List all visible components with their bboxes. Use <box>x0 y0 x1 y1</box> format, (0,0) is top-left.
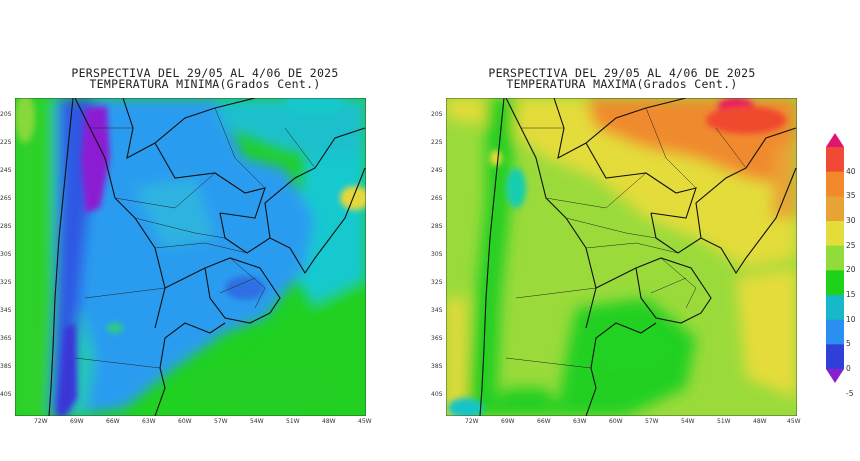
max-lat-label: 36S <box>431 335 443 342</box>
colorbar-graphic <box>826 133 844 383</box>
max-temp-title: PERSPECTIVA DEL 29/05 AL 4/06 DE 2025 TE… <box>446 66 798 91</box>
colorbar-segment <box>826 319 844 345</box>
max-lon-label: 57W <box>645 418 659 425</box>
min-lat-label: 34S <box>0 307 12 314</box>
max-lat-label: 20S <box>431 111 443 118</box>
colorbar-label: 10 <box>846 314 856 324</box>
colorbar-label: 0 <box>846 364 851 373</box>
min-lat-label: 28S <box>0 223 12 230</box>
max-lon-label: 69W <box>501 418 515 425</box>
colorbar-segment <box>826 196 844 222</box>
min-temp-title: PERSPECTIVA DEL 29/05 AL 4/06 DE 2025 TE… <box>15 66 395 91</box>
min-temp-title-line1: PERSPECTIVA DEL 29/05 AL 4/06 DE 2025 <box>71 66 339 80</box>
min-lon-label: 54W <box>250 418 264 425</box>
max-lon-label: 72W <box>465 418 479 425</box>
min-lon-label: 51W <box>286 418 300 425</box>
colorbar-label: 35 <box>846 191 856 201</box>
max-lat-label: 24S <box>431 167 443 174</box>
min-lon-label: 69W <box>70 418 84 425</box>
max-lat-label: 38S <box>431 363 443 370</box>
min-lon-label: 57W <box>214 418 228 425</box>
colorbar-label: 20 <box>846 265 856 275</box>
min-lon-label: 66W <box>106 418 120 425</box>
colorbar-segment <box>826 344 844 370</box>
colorbar-segment <box>826 147 844 173</box>
min-lat-label: 22S <box>0 139 12 146</box>
max-temp-map <box>446 98 797 416</box>
max-lon-label: 45W <box>787 418 801 425</box>
min-temp-map <box>15 98 366 416</box>
min-lon-label: 48W <box>322 418 336 425</box>
max-lat-label: 22S <box>431 139 443 146</box>
max-lat-label: 40S <box>431 391 443 398</box>
colorbar-segment <box>826 221 844 247</box>
min-lat-label: 32S <box>0 279 12 286</box>
max-lon-label: 48W <box>753 418 767 425</box>
min-lat-label: 24S <box>0 167 12 174</box>
max-temp-title-line1: PERSPECTIVA DEL 29/05 AL 4/06 DE 2025 <box>488 66 756 80</box>
min-lon-label: 45W <box>358 418 372 425</box>
max-lon-label: 66W <box>537 418 551 425</box>
max-lat-label: 34S <box>431 307 443 314</box>
colorbar-segment <box>826 245 844 271</box>
min-lon-label: 63W <box>142 418 156 425</box>
max-lat-label: 30S <box>431 251 443 258</box>
colorbar-segment <box>826 171 844 197</box>
colorbar-label: 30 <box>846 216 856 225</box>
max-lat-label: 26S <box>431 195 443 202</box>
max-lat-label: 32S <box>431 279 443 286</box>
min-lat-label: 40S <box>0 391 12 398</box>
colorbar-label: 25 <box>846 240 856 250</box>
min-lat-label: 38S <box>0 363 12 370</box>
min-temp-title-line2: TEMPERATURA MINIMA(Grados Cent.) <box>89 77 321 91</box>
colorbar-label: 5 <box>846 339 851 349</box>
max-lon-label: 63W <box>573 418 587 425</box>
colorbar-label: 15 <box>846 290 856 299</box>
max-lon-label: 60W <box>609 418 623 425</box>
max-lat-label: 28S <box>431 223 443 230</box>
min-lat-label: 36S <box>0 335 12 342</box>
colorbar-bottom-arrow <box>826 369 844 383</box>
max-temp-title-line2: TEMPERATURA MAXIMA(Grados Cent.) <box>506 77 738 91</box>
min-lat-label: 26S <box>0 195 12 202</box>
colorbar-top-arrow <box>826 133 844 147</box>
min-lat-label: 20S <box>0 111 12 118</box>
min-lon-label: 60W <box>178 418 192 425</box>
colorbar-label: 40 <box>846 166 856 176</box>
max-lon-label: 54W <box>681 418 695 425</box>
colorbar-label: -5 <box>846 388 854 398</box>
max-lon-label: 51W <box>717 418 731 425</box>
min-lat-label: 30S <box>0 251 12 258</box>
colorbar-segment <box>826 295 844 321</box>
min-lon-label: 72W <box>34 418 48 425</box>
colorbar-segment <box>826 270 844 296</box>
